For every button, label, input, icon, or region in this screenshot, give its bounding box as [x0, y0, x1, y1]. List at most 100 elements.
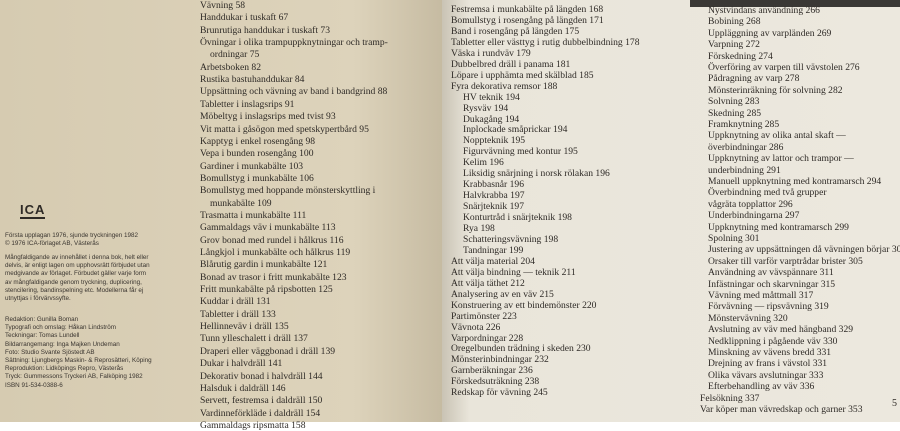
- toc-entry: munkabälte 109: [210, 197, 272, 209]
- toc-entry: Förvävning — ripsvävning 319: [708, 301, 829, 313]
- toc-entry: Drejning av frans i vävstol 331: [708, 358, 828, 370]
- toc-entry: Analysering av en väv 215: [451, 288, 554, 300]
- toc-entry: Infästningar och skarvningar 315: [708, 278, 836, 290]
- toc-entry: Halvkrabba 197: [463, 190, 525, 202]
- toc-entry: ordningar 75: [210, 49, 260, 61]
- left-page: [0, 0, 442, 422]
- toc-entry: Förskedsuträkning 238: [451, 376, 540, 388]
- imprint-line: Redaktion: Gunilla Boman: [5, 316, 79, 323]
- toc-entry: Draperi eller väggbonad i dräll 139: [200, 345, 336, 357]
- toc-entry: Oregelbunden trädning i skeden 230: [451, 343, 591, 355]
- toc-entry: Snärjteknik 197: [463, 201, 525, 213]
- toc-entry: Nystvindans användning 266: [708, 5, 820, 16]
- toc-entry: Överbindning med två grupper: [708, 187, 827, 199]
- toc-entry: Övningar i olika trampuppknytningar och …: [200, 37, 388, 49]
- imprint-line: Sättning: Ljungbergs Maskin- & Reprosätt…: [5, 357, 152, 364]
- toc-entry: Grov bonad med rundel i hålkrus 116: [200, 234, 344, 246]
- toc-entry: Vit matta i gåsögon med spetskypertbård …: [200, 123, 369, 135]
- toc-entry: Kapptyg i enkel rosengång 98: [200, 135, 316, 147]
- toc-entry: Mönsterinräkning för solvning 282: [708, 84, 843, 96]
- toc-entry: Orsaker till varför varptrådar brister 3…: [708, 255, 863, 267]
- toc-entry: Garnberäkningar 236: [451, 365, 533, 377]
- toc-entry: vågräta topplattor 296: [708, 198, 793, 210]
- toc-entry: Bomullstyg i munkabälte 106: [200, 172, 314, 184]
- imprint-line: Typografi och omslag: Håkan Lindström: [5, 324, 116, 332]
- toc-entry: Band i rosengång på längden 175: [451, 25, 580, 37]
- imprint-line: Teckningar: Tomas Lundell: [5, 332, 80, 340]
- toc-entry: Framknytning 285: [708, 119, 780, 130]
- toc-entry: Gammaldags väv i munkabälte 113: [200, 222, 336, 234]
- toc-entry: Uppsättning och vävning av band i bandgr…: [200, 86, 388, 98]
- toc-entry: Användning av vävspännare 311: [708, 267, 834, 279]
- toc-entry: Uppknytning av lattor och trampor —: [708, 153, 854, 165]
- toc-entry: Var köper man vävredskap och garner 353: [700, 404, 863, 415]
- toc-entry: Gardiner i munkabälte 103: [200, 160, 304, 172]
- toc-entry: Väska i rundväv 179: [451, 47, 531, 59]
- toc-entry: Att välja material 204: [451, 255, 535, 267]
- toc-entry: Tabletter eller västtyg i rutig dubbelbi…: [451, 36, 640, 48]
- toc-entry: underbindning 291: [708, 164, 781, 176]
- publisher-logo: ICA: [20, 202, 46, 219]
- toc-entry: Fritt munkabälte på ripsbotten 125: [200, 284, 333, 296]
- toc-entry: Tabletter i dräll 133: [200, 308, 276, 320]
- toc-entry: Vävnota 226: [451, 321, 501, 333]
- toc-entry: Servett, festremsa i daldräll 150: [200, 395, 323, 407]
- toc-entry: Att välja bindning — teknik 211: [451, 266, 576, 278]
- toc-entry: Överföring av varpen till vävstolen 276: [708, 62, 860, 73]
- toc-entry: Varpordningar 228: [451, 332, 524, 344]
- toc-entry: Redskap för vävning 245: [451, 387, 548, 399]
- toc-entry: Uppknytning av olika antal skaft —: [708, 130, 846, 142]
- toc-entry: Trasmatta i munkabälte 111: [200, 209, 307, 221]
- imprint-line: utnyttjas i förvärvssyfte.: [5, 295, 71, 302]
- toc-entry: Solvning 283: [708, 96, 760, 108]
- toc-entry: HV teknik 194: [463, 91, 520, 103]
- toc-entry: Att välja täthet 212: [451, 277, 525, 289]
- toc-entry: Kuddar i dräll 131: [200, 296, 271, 308]
- toc-entry: Dukar i halvdräll 141: [200, 358, 283, 370]
- toc-entry: Spolning 301: [708, 233, 760, 244]
- toc-entry: Mönsterinbindningar 232: [451, 354, 549, 366]
- toc-entry: Dukagång 194: [463, 113, 520, 125]
- imprint-line: Bildarrangemang: Inga Majken Undeman: [5, 340, 120, 348]
- toc-entry: Inplockade småprickar 194: [463, 124, 568, 136]
- toc-entry: Handdukar i tuskaft 67: [200, 12, 289, 24]
- toc-entry: Krabbasnår 196: [463, 179, 525, 191]
- imprint-line: Tryck: Gummessons Tryckeri AB, Falköping…: [5, 373, 143, 381]
- toc-entry: Vardinneförkläde i daldräll 154: [200, 407, 321, 419]
- toc-entry: Möbeltyg i inslagsrips med tvist 93: [200, 111, 336, 123]
- toc-entry: Underbindningarna 297: [708, 210, 800, 222]
- toc-entry: Rya 198: [463, 223, 495, 234]
- imprint-line: Reproduktion: Lidköpings Repro, Västerås: [5, 365, 124, 373]
- imprint-line: av mångfaldigande genom tryckning, dupli…: [5, 278, 142, 286]
- imprint-line: Första upplagan 1976, sjunde tryckningen…: [5, 232, 139, 239]
- toc-entry: Nedklippning i pågående väv 330: [708, 335, 838, 347]
- right-page: [442, 0, 900, 422]
- toc-entry: Bonad av trasor i fritt munkabälte 123: [200, 271, 347, 283]
- toc-entry: Liksidig snärjning i norsk rölakan 196: [463, 168, 610, 180]
- toc-entry: Dekorativ bonad i halvdräll 144: [200, 370, 323, 382]
- toc-entry: Felsökning 337: [700, 392, 760, 404]
- toc-entry: Festremsa i munkabälte på längden 168: [451, 4, 604, 15]
- toc-entry: Tunn ylleschalett i dräll 137: [200, 333, 308, 345]
- background-edge: [690, 0, 900, 7]
- toc-entry: Figurvävning med kontur 195: [463, 146, 578, 158]
- toc-entry: Arbetsboken 82: [200, 61, 262, 73]
- toc-entry: Rysväv 194: [463, 102, 509, 114]
- toc-entry: Förskedning 274: [708, 50, 773, 62]
- imprint-line: ISBN 91-534-0388-6: [5, 381, 63, 389]
- toc-entry: Långkjol i munkabälte och hålkrus 119: [200, 247, 351, 258]
- toc-entry: Brunrutiga handdukar i tuskaft 73: [200, 24, 331, 36]
- toc-entry: Manuell uppknytning med kontramarsch 294: [708, 176, 882, 187]
- toc-entry: Hellinneväv i dräll 135: [200, 321, 289, 333]
- toc-entry: Fyra dekorativa remsor 188: [451, 80, 558, 92]
- page-number: 5: [892, 398, 897, 409]
- toc-entry: Mönstervävning 320: [708, 312, 788, 324]
- toc-entry: Vävning 58: [200, 0, 246, 11]
- toc-entry: Halsduk i daldräll 146: [200, 382, 286, 394]
- toc-entry: överbindningar 286: [708, 141, 784, 153]
- toc-entry: Skedning 285: [708, 107, 762, 119]
- toc-entry: Uppläggning av varpländen 269: [708, 27, 832, 39]
- toc-entry: Avslutning av väv med hängband 329: [708, 324, 854, 336]
- imprint-line: stencilering, bandinspelning etc. Modell…: [5, 286, 144, 294]
